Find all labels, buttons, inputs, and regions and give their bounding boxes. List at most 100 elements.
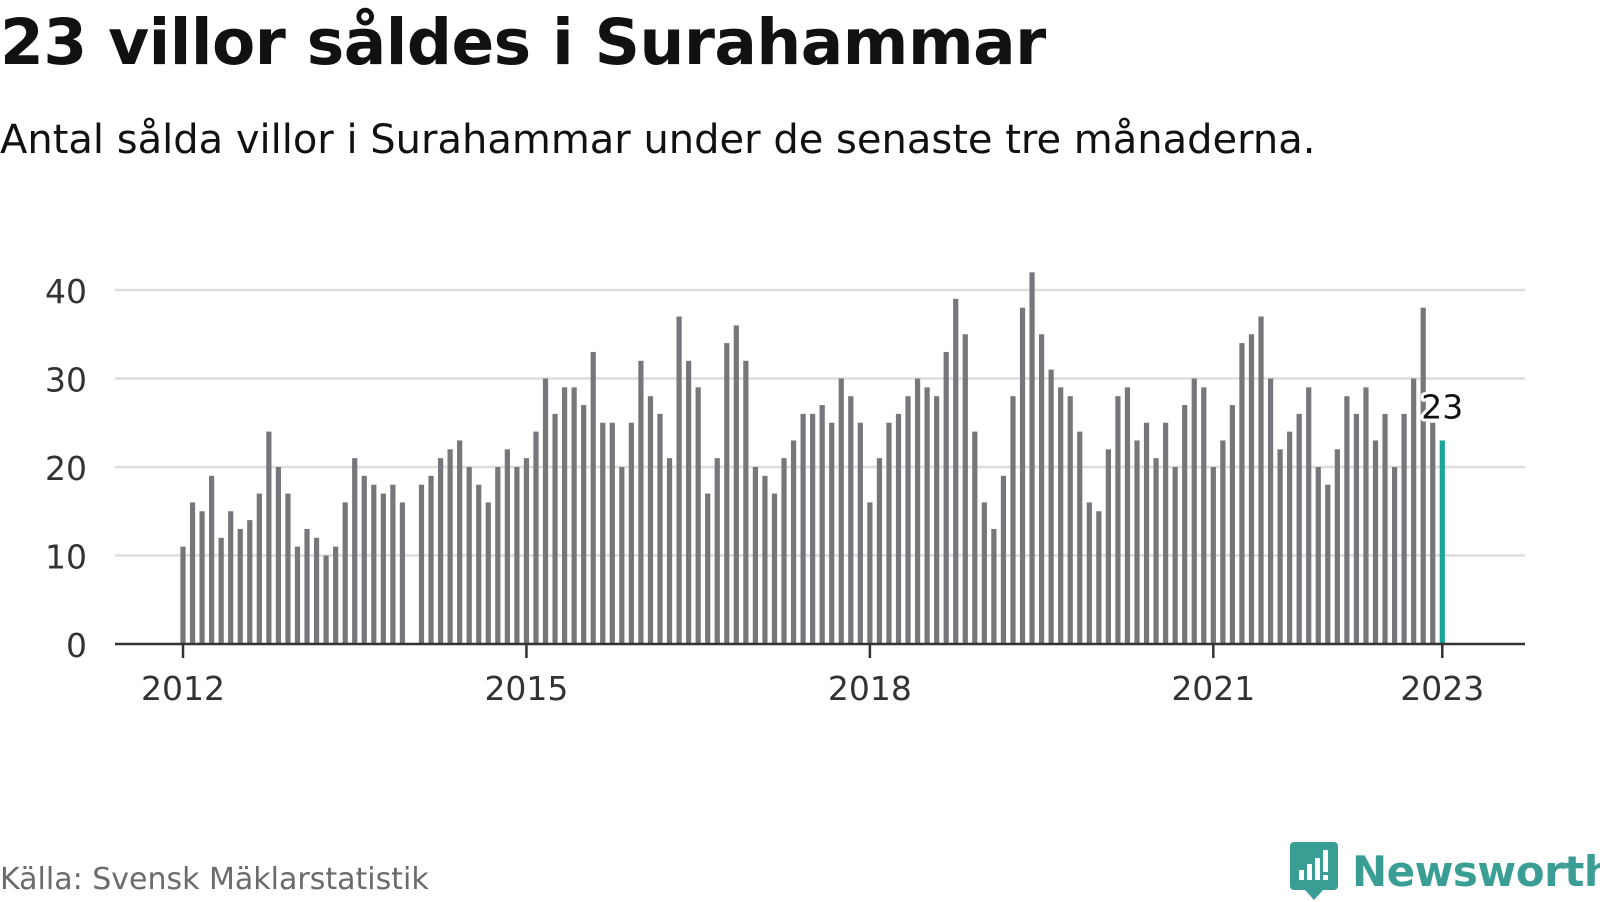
- bar: [981, 502, 987, 644]
- bar: [733, 325, 739, 644]
- bar: [924, 387, 930, 644]
- bar: [1086, 502, 1092, 644]
- bar: [1229, 405, 1235, 644]
- bar: [800, 413, 806, 644]
- bar: [647, 396, 654, 644]
- bar: [876, 458, 883, 644]
- bar: [1306, 387, 1312, 644]
- bar: [342, 502, 348, 644]
- bar: [437, 458, 444, 644]
- bar: [590, 351, 596, 644]
- newsworthy-logo-icon: [1290, 842, 1338, 900]
- bar-highlight: [1439, 440, 1445, 644]
- bar: [1115, 396, 1121, 644]
- bar: [867, 502, 873, 644]
- bar: [600, 422, 606, 644]
- bar: [399, 502, 406, 644]
- bar: [743, 360, 749, 644]
- bar: [1353, 413, 1360, 644]
- bar: [1315, 467, 1321, 644]
- bar: [476, 484, 482, 644]
- y-tick-label: 40: [45, 272, 87, 311]
- bar: [1296, 413, 1302, 644]
- bar: [657, 413, 663, 644]
- bar: [1277, 449, 1283, 644]
- bar: [1382, 413, 1388, 644]
- bar: [790, 440, 797, 644]
- x-tick-label: 2023: [1400, 669, 1484, 708]
- bar: [1172, 467, 1178, 644]
- bar: [209, 475, 215, 644]
- bar: [1000, 475, 1007, 644]
- bar: [972, 431, 978, 644]
- bar: [1391, 467, 1398, 644]
- bar: [838, 378, 844, 644]
- bar: [686, 360, 692, 644]
- bar: [523, 458, 530, 644]
- bar: [695, 387, 701, 644]
- bar: [247, 520, 253, 644]
- bar: [1067, 396, 1073, 644]
- highlight-value-label: 23: [1421, 387, 1463, 426]
- bar: [1325, 484, 1331, 644]
- bar: [275, 467, 281, 644]
- bar: [705, 493, 711, 644]
- bar: [485, 502, 491, 644]
- bar: [1105, 449, 1111, 644]
- bar: [914, 378, 921, 644]
- bar: [1163, 422, 1169, 644]
- bar: [180, 546, 186, 644]
- bar: [1363, 387, 1369, 644]
- bar: [1010, 396, 1016, 644]
- bar: [542, 378, 549, 644]
- y-tick-label: 10: [45, 538, 87, 577]
- bar: [895, 413, 902, 644]
- bar: [886, 422, 892, 644]
- bar: [724, 343, 730, 644]
- bar: [457, 440, 463, 644]
- bar: [228, 511, 234, 644]
- bar: [752, 467, 758, 644]
- bar: [1153, 458, 1159, 644]
- bar: [1220, 440, 1226, 644]
- bar: [1048, 369, 1054, 644]
- chart-subtitle: Antal sålda villor i Surahammar under de…: [0, 117, 1316, 163]
- bar: [256, 493, 262, 644]
- bar: [991, 528, 997, 644]
- bar: [1248, 334, 1255, 644]
- bar: [504, 449, 510, 644]
- x-tick-label: 2012: [141, 669, 225, 708]
- bar: [1411, 378, 1417, 644]
- brand-name: Newsworthy: [1352, 846, 1600, 896]
- y-tick-label: 30: [45, 361, 87, 400]
- bar: [428, 475, 434, 644]
- bar: [962, 334, 968, 644]
- bar: [552, 413, 558, 644]
- bar: [1430, 422, 1436, 644]
- bar: [189, 502, 196, 644]
- bar: [771, 493, 778, 644]
- bar: [1201, 387, 1207, 644]
- bar: [285, 493, 291, 644]
- bar: [1124, 387, 1131, 644]
- bar: [905, 396, 911, 644]
- bar: [1019, 307, 1026, 644]
- bar: [1267, 378, 1274, 644]
- bar: [1334, 449, 1340, 644]
- bar: [1029, 272, 1035, 644]
- bar: [266, 431, 272, 644]
- newsworthy-logo[interactable]: Newsworthy: [1290, 840, 1600, 902]
- bar: [313, 537, 320, 644]
- bar: [418, 484, 425, 644]
- bar: [1372, 440, 1379, 644]
- bar: [294, 546, 301, 644]
- bar: [953, 298, 959, 644]
- bar: [1420, 307, 1426, 644]
- bar: [361, 475, 367, 644]
- bar: [1058, 387, 1064, 644]
- x-tick-label: 2021: [1171, 669, 1255, 708]
- bar: [628, 422, 634, 644]
- bar: [848, 396, 854, 644]
- bar: [810, 413, 816, 644]
- y-tick-label: 0: [66, 626, 87, 665]
